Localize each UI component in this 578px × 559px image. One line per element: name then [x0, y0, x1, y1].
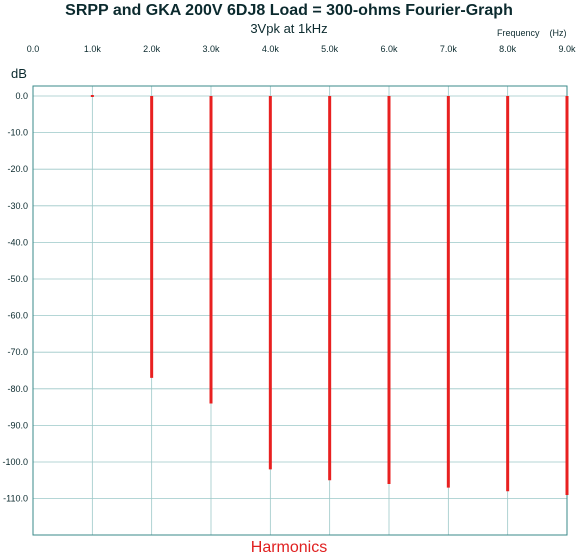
- grid: [33, 86, 567, 535]
- y-tick-label: -80.0: [7, 384, 28, 394]
- x-axis-label: Frequency: [497, 28, 540, 38]
- y-tick-label: -10.0: [7, 128, 28, 138]
- x-tick-label: 6.0k: [380, 44, 398, 54]
- y-axis-label: dB: [11, 66, 27, 81]
- y-tick-label: -110.0: [3, 494, 28, 504]
- y-tick-label: -60.0: [7, 311, 28, 321]
- plot-area: [32, 85, 568, 536]
- y-tick-labels: 0.0 -10.0 -20.0 -30.0 -40.0 -50.0 -60.0 -70.0 -8…: [2, 91, 28, 504]
- x-tick-label: 4.0k: [262, 44, 280, 54]
- y-tick-label: -70.0: [7, 347, 28, 357]
- x-axis-title: Frequency (Hz): [497, 28, 567, 38]
- harmonic-bars: [90, 95, 569, 495]
- y-tick-label: -50.0: [7, 274, 28, 284]
- x-tick-label: 3.0k: [202, 44, 220, 54]
- y-tick-label: 0.0: [15, 91, 28, 101]
- x-tick-label: 1.0k: [84, 44, 102, 54]
- y-tick-label: -40.0: [7, 237, 28, 247]
- x-tick-label: 7.0k: [440, 44, 458, 54]
- x-axis-unit: (Hz): [549, 28, 567, 38]
- x-tick-label: 5.0k: [321, 44, 339, 54]
- y-tick-label: -90.0: [7, 420, 28, 430]
- chart-title: SRPP and GKA 200V 6DJ8 Load = 300-ohms F…: [65, 2, 513, 19]
- x-tick-label: 9.0k: [558, 44, 576, 54]
- chart-subtitle: 3Vpk at 1kHz: [250, 21, 328, 36]
- x-tick-label: 8.0k: [499, 44, 517, 54]
- y-tick-label: -30.0: [7, 201, 28, 211]
- y-tick-label: -100.0: [2, 457, 28, 467]
- x-tick-label: 2.0k: [143, 44, 161, 54]
- chart-caption: Harmonics: [250, 539, 328, 556]
- y-tick-label: -20.0: [7, 164, 28, 174]
- x-tick-label: 0.0: [27, 44, 40, 54]
- x-tick-labels: 0.0 1.0k 2.0k 3.0k 4.0k 5.0k 6.0k 7.0k 8.0k 9.0k: [27, 44, 576, 54]
